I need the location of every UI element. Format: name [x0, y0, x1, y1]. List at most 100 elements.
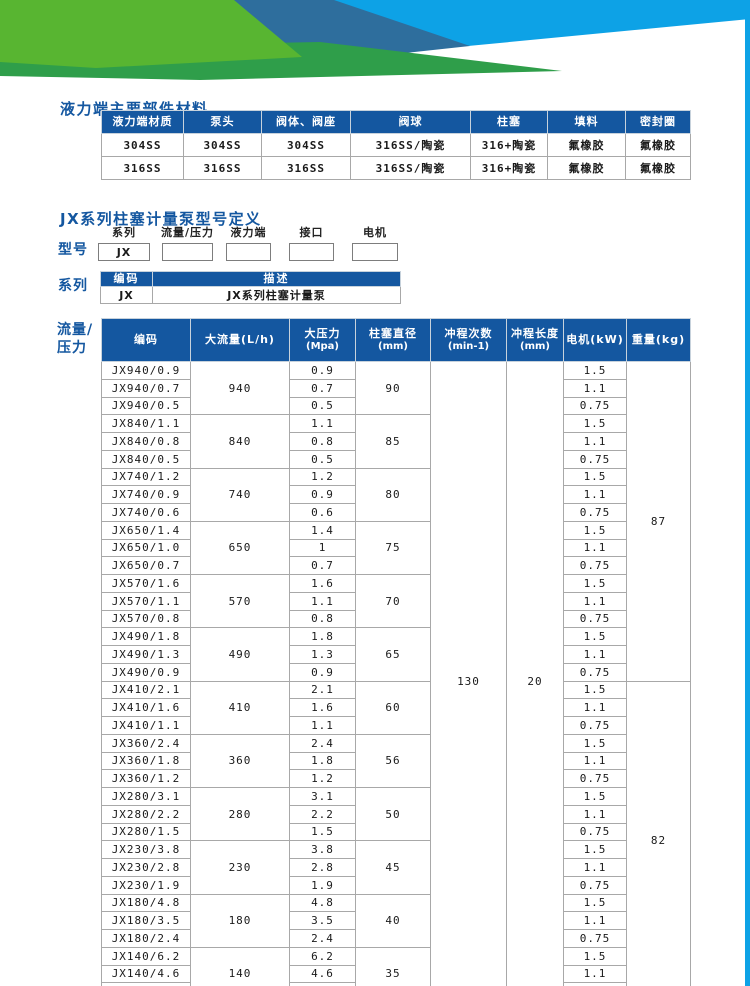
max-pressure-cell: 3.1 [289, 787, 356, 806]
flow-row: JX280/2.2 2.2 1.1 [101, 804, 691, 824]
flow-row: JX410/2.1 410 2.1 60 1.5 82 [101, 680, 691, 986]
materials-column-header: 柱塞 [470, 110, 548, 134]
motor-power-cell: 1.1 [563, 485, 627, 504]
flow-row: JX140/4.6 4.6 1.1 [101, 964, 691, 984]
model-code-cell: JX230/2.8 [101, 858, 191, 877]
plunger-diameter-cell: 35 [355, 946, 431, 986]
plunger-diameter-cell: 85 [355, 414, 431, 469]
motor-power-cell: 0.75 [563, 769, 627, 788]
motor-power-cell: 1.5 [563, 627, 627, 646]
materials-cell: 304SS [183, 133, 262, 157]
model-code-cell: JX280/2.2 [101, 804, 191, 824]
max-pressure-cell: 1.1 [289, 716, 356, 735]
materials-cell: 316SS [261, 156, 351, 180]
model-field-box [352, 243, 398, 261]
plunger-diameter-cell: 45 [355, 840, 431, 895]
materials-column-header: 阀体、阀座 [261, 110, 351, 134]
max-pressure-cell: 1.1 [289, 591, 356, 611]
model-field-label: 系列 [112, 226, 136, 239]
motor-power-cell: 1.1 [563, 698, 627, 717]
max-pressure-cell: 2.4 [289, 733, 356, 753]
motor-power-cell: 1.5 [563, 733, 627, 753]
model-code-cell: JX280/1.5 [101, 822, 191, 842]
model-code-cell: JX840/0.5 [101, 449, 191, 469]
model-field-label: 流量/压力 [160, 226, 215, 239]
materials-column-header: 液力端材质 [101, 110, 184, 134]
motor-power-cell: 1.5 [563, 680, 627, 700]
motor-power-cell: 1.1 [563, 751, 627, 771]
series-column-header: 描述 [152, 271, 401, 287]
motor-power-cell: 1.5 [563, 787, 627, 806]
model-code-cell: JX490/0.9 [101, 662, 191, 682]
max-pressure-cell: 6.2 [289, 946, 356, 966]
stroke-length-cell: 20 [506, 361, 564, 986]
materials-column-header: 密封圈 [625, 110, 691, 134]
max-pressure-cell: 1.3 [289, 645, 356, 664]
model-code-cell: JX490/1.8 [101, 627, 191, 646]
model-code-cell: JX740/1.2 [101, 467, 191, 487]
flow-column-unit: (mm) [520, 340, 550, 352]
max-pressure-cell: 3.8 [289, 840, 356, 859]
plunger-diameter-cell: 56 [355, 733, 431, 789]
model-code-cell: JX490/1.3 [101, 645, 191, 664]
flow-row: JX650/0.7 0.7 0.75 [101, 556, 691, 575]
materials-cell: 氟橡胶 [625, 133, 691, 157]
max-pressure-cell: 1 [289, 538, 356, 558]
model-code-cell: JX360/1.2 [101, 769, 191, 788]
flow-row: JX230/3.8 230 3.8 45 1.5 [101, 840, 691, 895]
materials-cell: 316SS [101, 156, 184, 180]
flow-column-header: 冲程长度 (mm) [506, 318, 564, 362]
max-pressure-cell: 0.5 [289, 449, 356, 469]
flow-row: JX360/1.8 1.8 1.1 [101, 751, 691, 771]
materials-cell: 316+陶瓷 [470, 156, 548, 180]
motor-power-cell: 1.1 [563, 858, 627, 877]
model-code-cell: JX570/0.8 [101, 609, 191, 629]
max-pressure-cell: 1.5 [289, 822, 356, 842]
model-code-cell: JX650/0.7 [101, 556, 191, 575]
materials-cell: 304SS [101, 133, 184, 157]
max-pressure-cell: 1.2 [289, 467, 356, 487]
max-flow-cell: 360 [190, 733, 290, 789]
flow-pressure-label-line1: 流量/ [57, 322, 94, 338]
max-pressure-cell: 4.8 [289, 893, 356, 913]
motor-power-cell: 1.5 [563, 893, 627, 913]
model-code-cell: JX650/1.0 [101, 538, 191, 558]
max-pressure-cell: 3.5 [289, 911, 356, 930]
series-table: 编码 描述 JX JX系列柱塞计量泵 [100, 271, 401, 304]
plunger-diameter-cell: 50 [355, 786, 431, 842]
motor-power-cell: 0.75 [563, 396, 627, 416]
max-pressure-cell: 1.8 [289, 751, 356, 771]
materials-cell: 316SS [183, 156, 262, 180]
model-field: 接口 [289, 224, 334, 261]
series-row-label: 系列 [58, 278, 88, 294]
flow-row: JX490/1.8 490 1.8 65 1.5 [101, 627, 691, 682]
max-pressure-cell: 1.6 [289, 698, 356, 717]
model-code-cell: JX650/1.4 [101, 520, 191, 540]
motor-power-cell: 1.1 [563, 804, 627, 824]
max-pressure-cell: 0.9 [289, 485, 356, 504]
flow-row: JX280/1.5 1.5 0.75 [101, 822, 691, 842]
max-pressure-cell: 1.2 [289, 769, 356, 788]
flow-column-header: 电机(kW) [563, 318, 627, 362]
materials-cell: 氟橡胶 [625, 156, 691, 180]
flow-column-header: 大流量(L/h) [190, 318, 290, 362]
model-code-cell: JX230/3.8 [101, 840, 191, 859]
plunger-diameter-cell: 80 [355, 467, 431, 522]
flow-header-row: 编码 大流量(L/h) 大压力 (Mpa) 柱塞直径 (mm) 冲程次数 (min-1) 冲程长… [101, 318, 691, 362]
max-flow-cell: 490 [190, 627, 290, 682]
model-code-cell: JX410/1.1 [101, 716, 191, 735]
max-flow-cell: 740 [190, 467, 290, 522]
max-flow-cell: 650 [190, 520, 290, 576]
flow-row: JX280/3.1 280 3.1 50 1.5 [101, 786, 691, 842]
model-code-cell: JX740/0.9 [101, 485, 191, 504]
motor-power-cell: 1.5 [563, 520, 627, 540]
series-header-row: 编码 描述 [100, 271, 401, 287]
model-code-cell: JX840/1.1 [101, 414, 191, 433]
motor-power-cell: 1.5 [563, 840, 627, 859]
model-field-label: 液力端 [230, 226, 267, 239]
stroke-frequency-cell: 130 [430, 361, 507, 986]
max-pressure-cell: 1.4 [289, 520, 356, 540]
model-field-label: 电机 [363, 226, 387, 239]
motor-power-cell: 1.1 [563, 538, 627, 558]
model-code-cell: JX280/3.1 [101, 787, 191, 806]
